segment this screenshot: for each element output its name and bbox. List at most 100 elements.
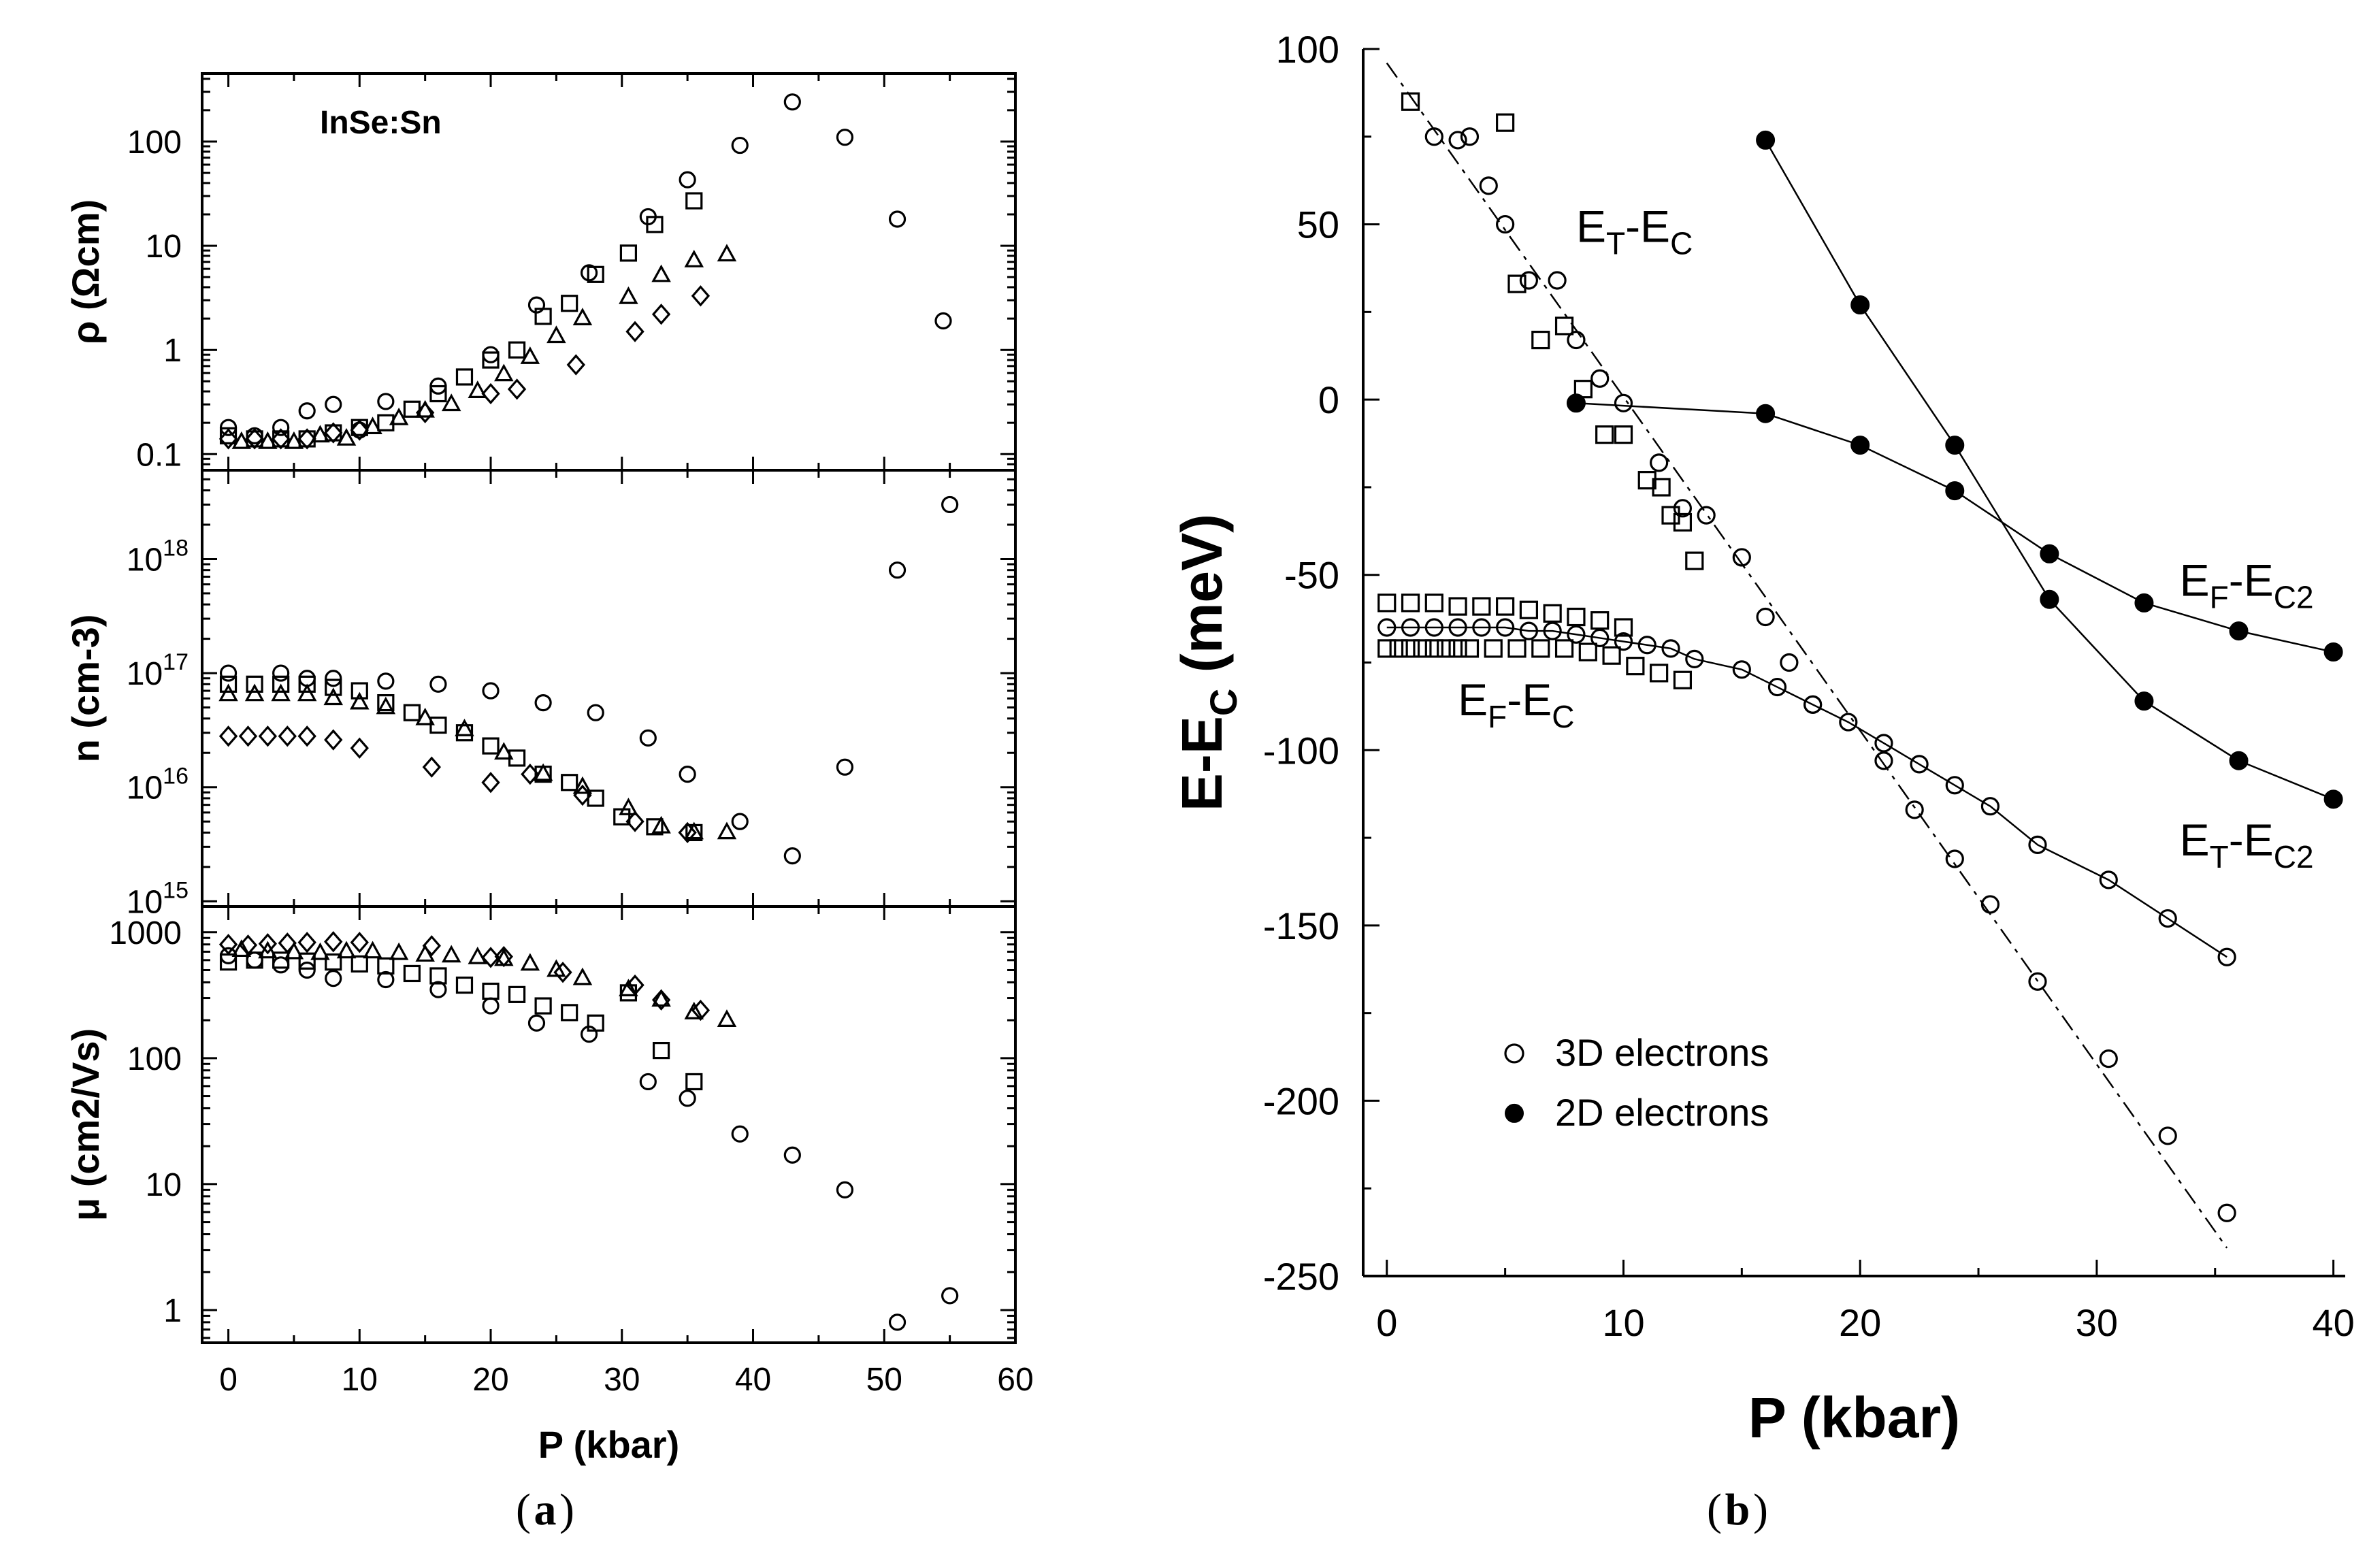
data-point-filled-circle	[1566, 393, 1586, 413]
y-tick-label: -150	[1263, 904, 1339, 947]
data-point-triangle	[376, 696, 396, 715]
data-point-circle	[1590, 369, 1610, 388]
data-point-circle	[482, 346, 500, 363]
panel-annotation: InSe:Sn	[320, 105, 442, 141]
data-point-circle	[1780, 653, 1799, 672]
data-point-triangle	[717, 821, 737, 840]
data-point-filled-circle	[1850, 436, 1870, 455]
data-point-square	[652, 1042, 670, 1060]
data-point-square	[429, 967, 447, 985]
data-point-triangle	[284, 431, 304, 449]
annotation-dash: -E	[2229, 555, 2274, 606]
y-axis-label: ρ (Ωcm)	[64, 199, 107, 344]
data-point-circle	[1803, 695, 1823, 714]
data-point-square	[219, 675, 238, 693]
data-point-triangle	[258, 941, 278, 959]
data-point-square	[1389, 639, 1408, 658]
x-tick-label: 0	[219, 1362, 238, 1398]
data-point-square	[325, 953, 342, 971]
data-point-triangle	[494, 742, 514, 760]
x-tick-label: 10	[342, 1362, 378, 1398]
data-point-diamond	[238, 934, 258, 956]
data-point-triangle	[684, 821, 704, 840]
data-point-diamond	[297, 932, 316, 953]
data-point-triangle	[415, 944, 435, 962]
data-point-circle	[2158, 1126, 2177, 1145]
data-point-square	[482, 982, 500, 1000]
data-point-diamond	[218, 934, 238, 956]
data-point-square	[1413, 639, 1432, 658]
data-point-circle	[1472, 618, 1491, 637]
data-point-circle	[219, 664, 238, 682]
data-point-diamond	[481, 947, 500, 968]
data-point-circle	[1980, 895, 2000, 914]
annotation-dash: -E	[2229, 815, 2274, 865]
data-point-circle	[1567, 330, 1586, 350]
data-point-filled-circle	[2323, 642, 2343, 662]
data-point-square	[1590, 611, 1610, 630]
y-tick-label: 10	[146, 229, 182, 265]
data-point-circle	[1661, 639, 1680, 658]
data-point-triangle	[323, 687, 344, 706]
data-point-square	[1484, 639, 1503, 658]
data-point-square	[1626, 657, 1645, 676]
data-point-circle	[1685, 649, 1704, 668]
data-point-filled-circle	[1850, 295, 1870, 315]
data-point-diamond	[258, 725, 278, 747]
data-point-circle	[1590, 628, 1610, 648]
x-tick-label: 60	[997, 1362, 1033, 1398]
data-point-circle	[1945, 849, 1964, 868]
data-point-square	[455, 368, 474, 386]
data-point-circle	[1874, 751, 1893, 770]
y-tick-base: 10	[127, 656, 163, 692]
caption-a-letter: a	[534, 1485, 557, 1535]
data-point-circle	[298, 670, 316, 687]
data-point-triangle	[310, 425, 330, 443]
data-point-diamond	[521, 763, 540, 785]
data-point-circle	[1543, 621, 1562, 640]
data-point-diamond	[278, 725, 297, 747]
y-tick-exponent: 15	[163, 877, 189, 903]
data-point-diamond	[350, 932, 369, 953]
data-point-filled-circle	[2040, 589, 2059, 609]
data-point-triangle	[684, 249, 704, 267]
data-point-circle	[527, 1014, 546, 1032]
data-point-square	[272, 675, 290, 693]
data-point-circle	[325, 670, 342, 687]
data-point-square	[1496, 113, 1515, 132]
data-point-circle	[1980, 797, 2000, 816]
data-point-triangle	[231, 431, 252, 449]
data-point-diamond	[625, 321, 644, 342]
data-point-triangle	[468, 380, 488, 398]
data-point-triangle	[468, 946, 488, 964]
data-point-square	[646, 818, 664, 836]
data-point-circle	[272, 419, 290, 436]
data-point-square	[350, 682, 368, 700]
data-point-circle	[2217, 947, 2236, 966]
data-point-circle	[888, 210, 907, 228]
data-point-square	[508, 341, 526, 359]
data-point-circle	[1637, 636, 1656, 655]
y-tick-label: 100	[127, 1041, 182, 1077]
data-point-square	[246, 951, 263, 969]
data-point-circle	[783, 1146, 801, 1164]
data-point-diamond	[566, 354, 585, 376]
legend-label: 3D electrons	[1555, 1031, 1769, 1074]
subplot-a-rho: 0.1 1 10 100 ρ (Ωcm) InSe:Sn	[64, 72, 1017, 473]
annotation-main: E	[2180, 815, 2210, 865]
data-point-triangle	[717, 244, 737, 262]
data-point-diamond	[553, 962, 572, 983]
data-point-circle	[1874, 734, 1893, 753]
data-point-circle	[679, 1090, 696, 1107]
data-point-triangle	[619, 286, 638, 304]
data-point-circle	[1519, 271, 1538, 290]
x-tick-label: 20	[1839, 1301, 1881, 1344]
data-point-diamond	[481, 382, 500, 405]
legend: 3D electrons 2D electrons	[1504, 1031, 1769, 1134]
data-point-square	[246, 675, 263, 693]
data-point-square	[1401, 92, 1420, 111]
data-point-triangle	[271, 683, 291, 702]
series-0	[1386, 62, 2228, 1249]
y-axis-label-text: ρ (Ωcm)	[64, 199, 107, 344]
data-point-circle	[2217, 1203, 2236, 1222]
